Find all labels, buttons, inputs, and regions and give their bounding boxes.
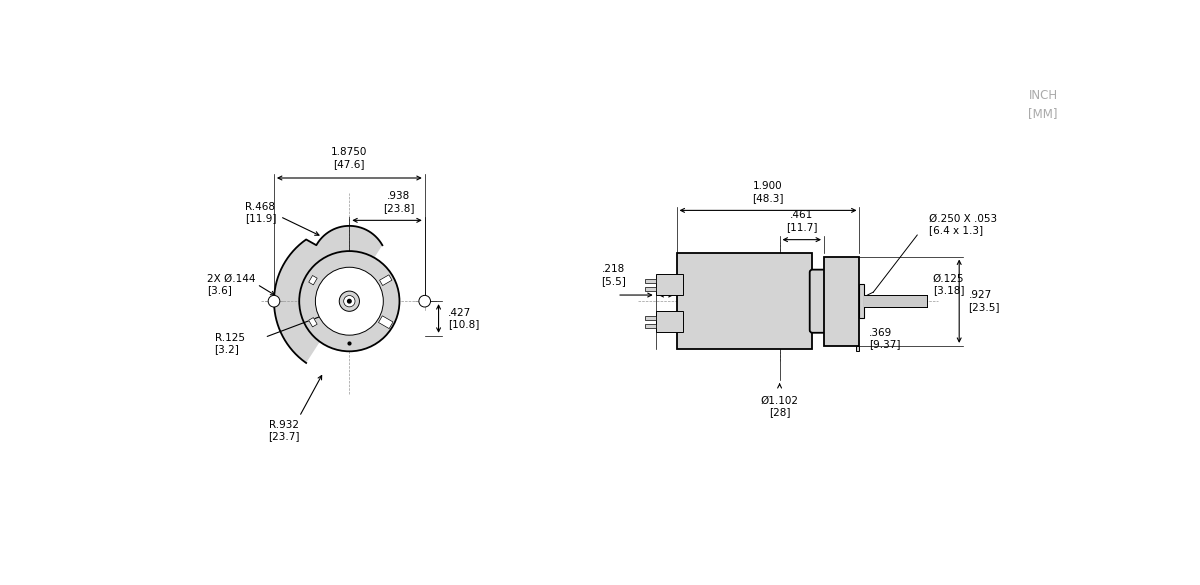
FancyBboxPatch shape [810, 270, 838, 333]
Bar [378, 316, 394, 329]
Text: 1.900
[48.3]: 1.900 [48.3] [752, 181, 784, 202]
Bar [308, 318, 317, 327]
Bar [644, 316, 655, 320]
Text: INCH
[MM]: INCH [MM] [1028, 90, 1057, 121]
Text: .938
[23.8]: .938 [23.8] [383, 191, 414, 213]
Bar [655, 311, 683, 332]
Circle shape [348, 300, 352, 303]
Bar [644, 325, 655, 328]
Circle shape [347, 328, 352, 332]
Bar [864, 295, 926, 307]
Bar [655, 274, 683, 295]
Bar [308, 318, 317, 327]
Circle shape [340, 291, 360, 311]
Text: 2X Ø.144
[3.6]: 2X Ø.144 [3.6] [206, 273, 256, 295]
Circle shape [343, 295, 355, 307]
Bar [308, 276, 317, 285]
Circle shape [328, 279, 331, 283]
Text: R.125
[3.2]: R.125 [3.2] [215, 333, 245, 355]
Polygon shape [274, 226, 383, 363]
Bar [308, 276, 317, 285]
Bar [379, 275, 392, 285]
Text: Ø1.102
[28]: Ø1.102 [28] [761, 395, 798, 417]
Bar [379, 275, 392, 285]
Circle shape [367, 279, 371, 283]
Circle shape [268, 295, 280, 307]
Bar [644, 287, 655, 291]
Text: R.932
[23.7]: R.932 [23.7] [269, 420, 300, 441]
Text: .927
[23.5]: .927 [23.5] [968, 290, 1000, 312]
Bar [824, 257, 859, 346]
Text: R.468
[11.9]: R.468 [11.9] [245, 202, 277, 223]
Text: .427
[10.8]: .427 [10.8] [448, 308, 479, 329]
Bar [856, 346, 859, 351]
Bar [378, 316, 394, 329]
Text: .369
[9.37]: .369 [9.37] [869, 328, 900, 349]
Text: .461
[11.7]: .461 [11.7] [786, 211, 817, 232]
Text: Ø.125
[3.18]: Ø.125 [3.18] [932, 273, 964, 295]
Circle shape [319, 299, 323, 303]
Circle shape [419, 295, 431, 307]
Circle shape [367, 319, 371, 324]
Text: .218
[5.5]: .218 [5.5] [601, 264, 625, 286]
Text: Ø.250 X .053
[6.4 x 1.3]: Ø.250 X .053 [6.4 x 1.3] [929, 214, 997, 235]
Bar [677, 253, 812, 349]
Circle shape [299, 251, 400, 352]
Bar [859, 284, 864, 318]
Text: 1.8750
[47.6]: 1.8750 [47.6] [331, 147, 367, 168]
Bar [644, 278, 655, 283]
Circle shape [316, 267, 383, 335]
